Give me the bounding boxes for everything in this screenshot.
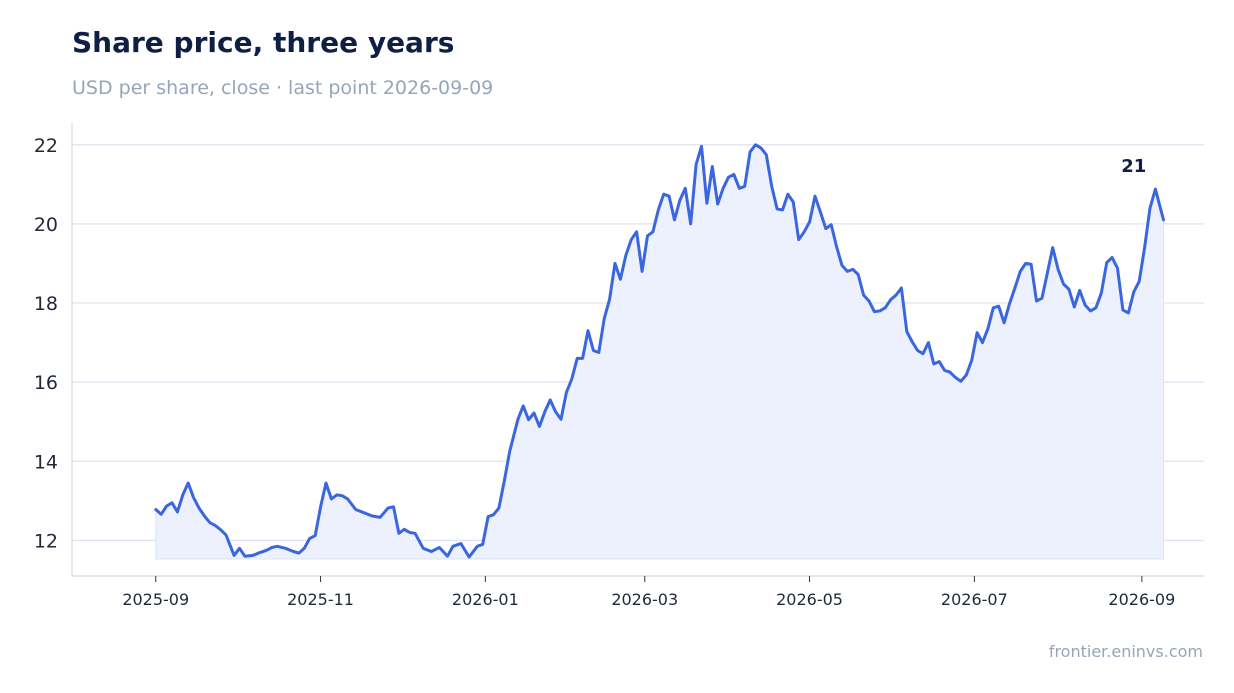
y-tick-label: 14 [34,451,58,473]
x-tick-label: 2025-11 [287,590,354,609]
x-tick-label: 2026-07 [941,590,1008,609]
source-credit: frontier.eninvs.com [1048,642,1203,661]
y-axis-ticks: 12 14 16 18 20 22 [34,135,58,553]
y-tick-label: 18 [34,293,58,315]
x-axis-ticks: 2025-09 2025-11 2026-01 2026-03 2026-05 2026-… [122,590,1175,609]
y-tick-label: 12 [34,530,58,552]
annotations: 21 [1121,156,1146,177]
x-tick-label: 2026-05 [776,590,843,609]
y-tick-label: 22 [34,135,58,157]
chart-title: Share price, three years [72,26,455,59]
chart-subtitle: USD per share, close · last point 2026-0… [72,77,494,99]
x-tick-label: 2025-09 [122,590,189,609]
y-tick-label: 16 [34,372,58,394]
line-layer [154,143,1165,559]
x-tick-label: 2026-09 [1108,590,1175,609]
end-value-label: 21 [1121,156,1146,177]
axes [71,123,1204,582]
x-tick-label: 2026-03 [611,590,678,609]
y-tick-label: 20 [34,214,58,236]
series-line [154,143,1165,559]
x-tick-label: 2026-01 [452,590,519,609]
